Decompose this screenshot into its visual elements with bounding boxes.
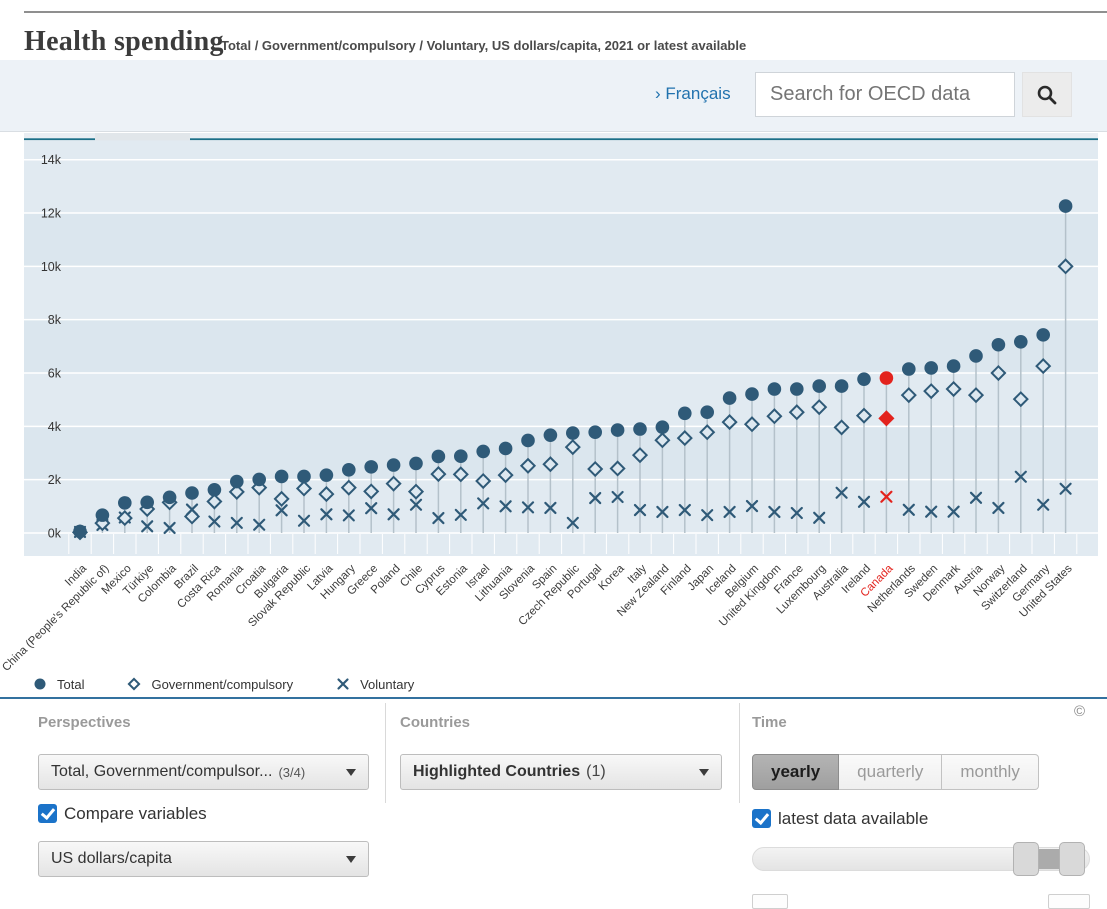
frequency-quarterly-button[interactable]: quarterly xyxy=(839,754,943,790)
panel-divider xyxy=(0,697,1107,699)
top-divider xyxy=(24,11,1107,13)
svg-text:4k: 4k xyxy=(48,420,62,434)
perspectives-title: Perspectives xyxy=(38,714,131,731)
series-total-markers[interactable] xyxy=(73,199,1073,539)
chart-tab-strip xyxy=(24,133,1098,141)
copyright-icon[interactable]: © xyxy=(1074,703,1086,720)
compare-variables-checkbox[interactable] xyxy=(38,804,57,823)
time-title: Time xyxy=(752,714,787,731)
y-gridlines xyxy=(24,158,1098,534)
chevron-down-icon xyxy=(346,855,356,863)
frequency-toggle: yearly quarterly monthly xyxy=(752,754,1039,790)
frequency-yearly-button[interactable]: yearly xyxy=(752,754,840,790)
compare-variables-label: Compare variables xyxy=(64,804,207,823)
search-icon xyxy=(1037,85,1057,104)
time-range-slider xyxy=(752,842,1090,876)
year-input-end[interactable] xyxy=(1048,894,1090,909)
x-icon xyxy=(337,678,349,690)
svg-text:6k: 6k xyxy=(48,367,62,381)
chevron-down-icon xyxy=(699,768,709,776)
page-subtitle: Total / Government/compulsory / Voluntar… xyxy=(221,38,747,53)
svg-text:8k: 8k xyxy=(48,313,62,327)
chart-legend: Total Government/compulsory Voluntary xyxy=(32,671,456,697)
slider-handle-end[interactable] xyxy=(1059,842,1085,876)
x-axis-label[interactable]: Korea xyxy=(597,562,628,593)
chevron-down-icon xyxy=(346,768,356,776)
column-divider xyxy=(739,703,740,803)
variable-dropdown-value: Total, Government/compulsor... xyxy=(51,763,273,780)
legend-label: Total xyxy=(57,676,85,692)
variable-dropdown-count: (3/4) xyxy=(278,764,306,780)
unit-dropdown[interactable]: US dollars/capita xyxy=(38,841,369,877)
svg-text:12k: 12k xyxy=(41,207,62,221)
language-link[interactable]: › Français xyxy=(655,84,731,103)
chart-tab[interactable] xyxy=(95,133,190,141)
countries-title: Countries xyxy=(400,714,471,731)
health-spending-chart: 0k 2k 4k 6k 8k 10k 12k 14k India China (People's … xyxy=(0,133,1098,674)
svg-text:10k: 10k xyxy=(41,260,62,274)
diamond-icon xyxy=(127,677,141,691)
circle-icon xyxy=(34,678,46,690)
search-input[interactable] xyxy=(755,72,1015,117)
series-voluntary-markers[interactable] xyxy=(73,470,1072,539)
column-divider xyxy=(385,703,386,803)
y-axis-labels: 0k 2k 4k 6k 8k 10k 12k 14k xyxy=(41,153,62,540)
slider-handle-start[interactable] xyxy=(1013,842,1039,876)
search-button[interactable] xyxy=(1022,72,1072,117)
svg-text:2k: 2k xyxy=(48,473,62,487)
x-axis-ticks xyxy=(68,534,1078,554)
frequency-monthly-button[interactable]: monthly xyxy=(942,754,1039,790)
year-input-start[interactable] xyxy=(752,894,788,909)
legend-label: Voluntary xyxy=(360,676,415,692)
legend-label: Government/compulsory xyxy=(151,676,294,692)
x-axis-label[interactable]: China (People's Republic of) xyxy=(0,563,111,674)
legend-item-circle[interactable]: Total xyxy=(32,676,84,692)
countries-dropdown[interactable]: Highlighted Countries (1) xyxy=(400,754,722,790)
countries-dropdown-value: Highlighted Countries xyxy=(413,763,581,780)
svg-text:0k: 0k xyxy=(48,527,62,541)
legend-item-diamond[interactable]: Government/compulsory xyxy=(126,676,293,692)
unit-dropdown-value: US dollars/capita xyxy=(51,850,172,867)
svg-text:14k: 14k xyxy=(41,153,62,167)
latest-data-label: latest data available xyxy=(778,809,929,828)
latest-data-checkbox[interactable] xyxy=(752,809,771,828)
countries-dropdown-count: (1) xyxy=(586,763,606,780)
variable-dropdown[interactable]: Total, Government/compulsor... (3/4) xyxy=(38,754,369,790)
page-title: Health spending xyxy=(24,26,224,57)
legend-item-x[interactable]: Voluntary xyxy=(335,676,414,692)
